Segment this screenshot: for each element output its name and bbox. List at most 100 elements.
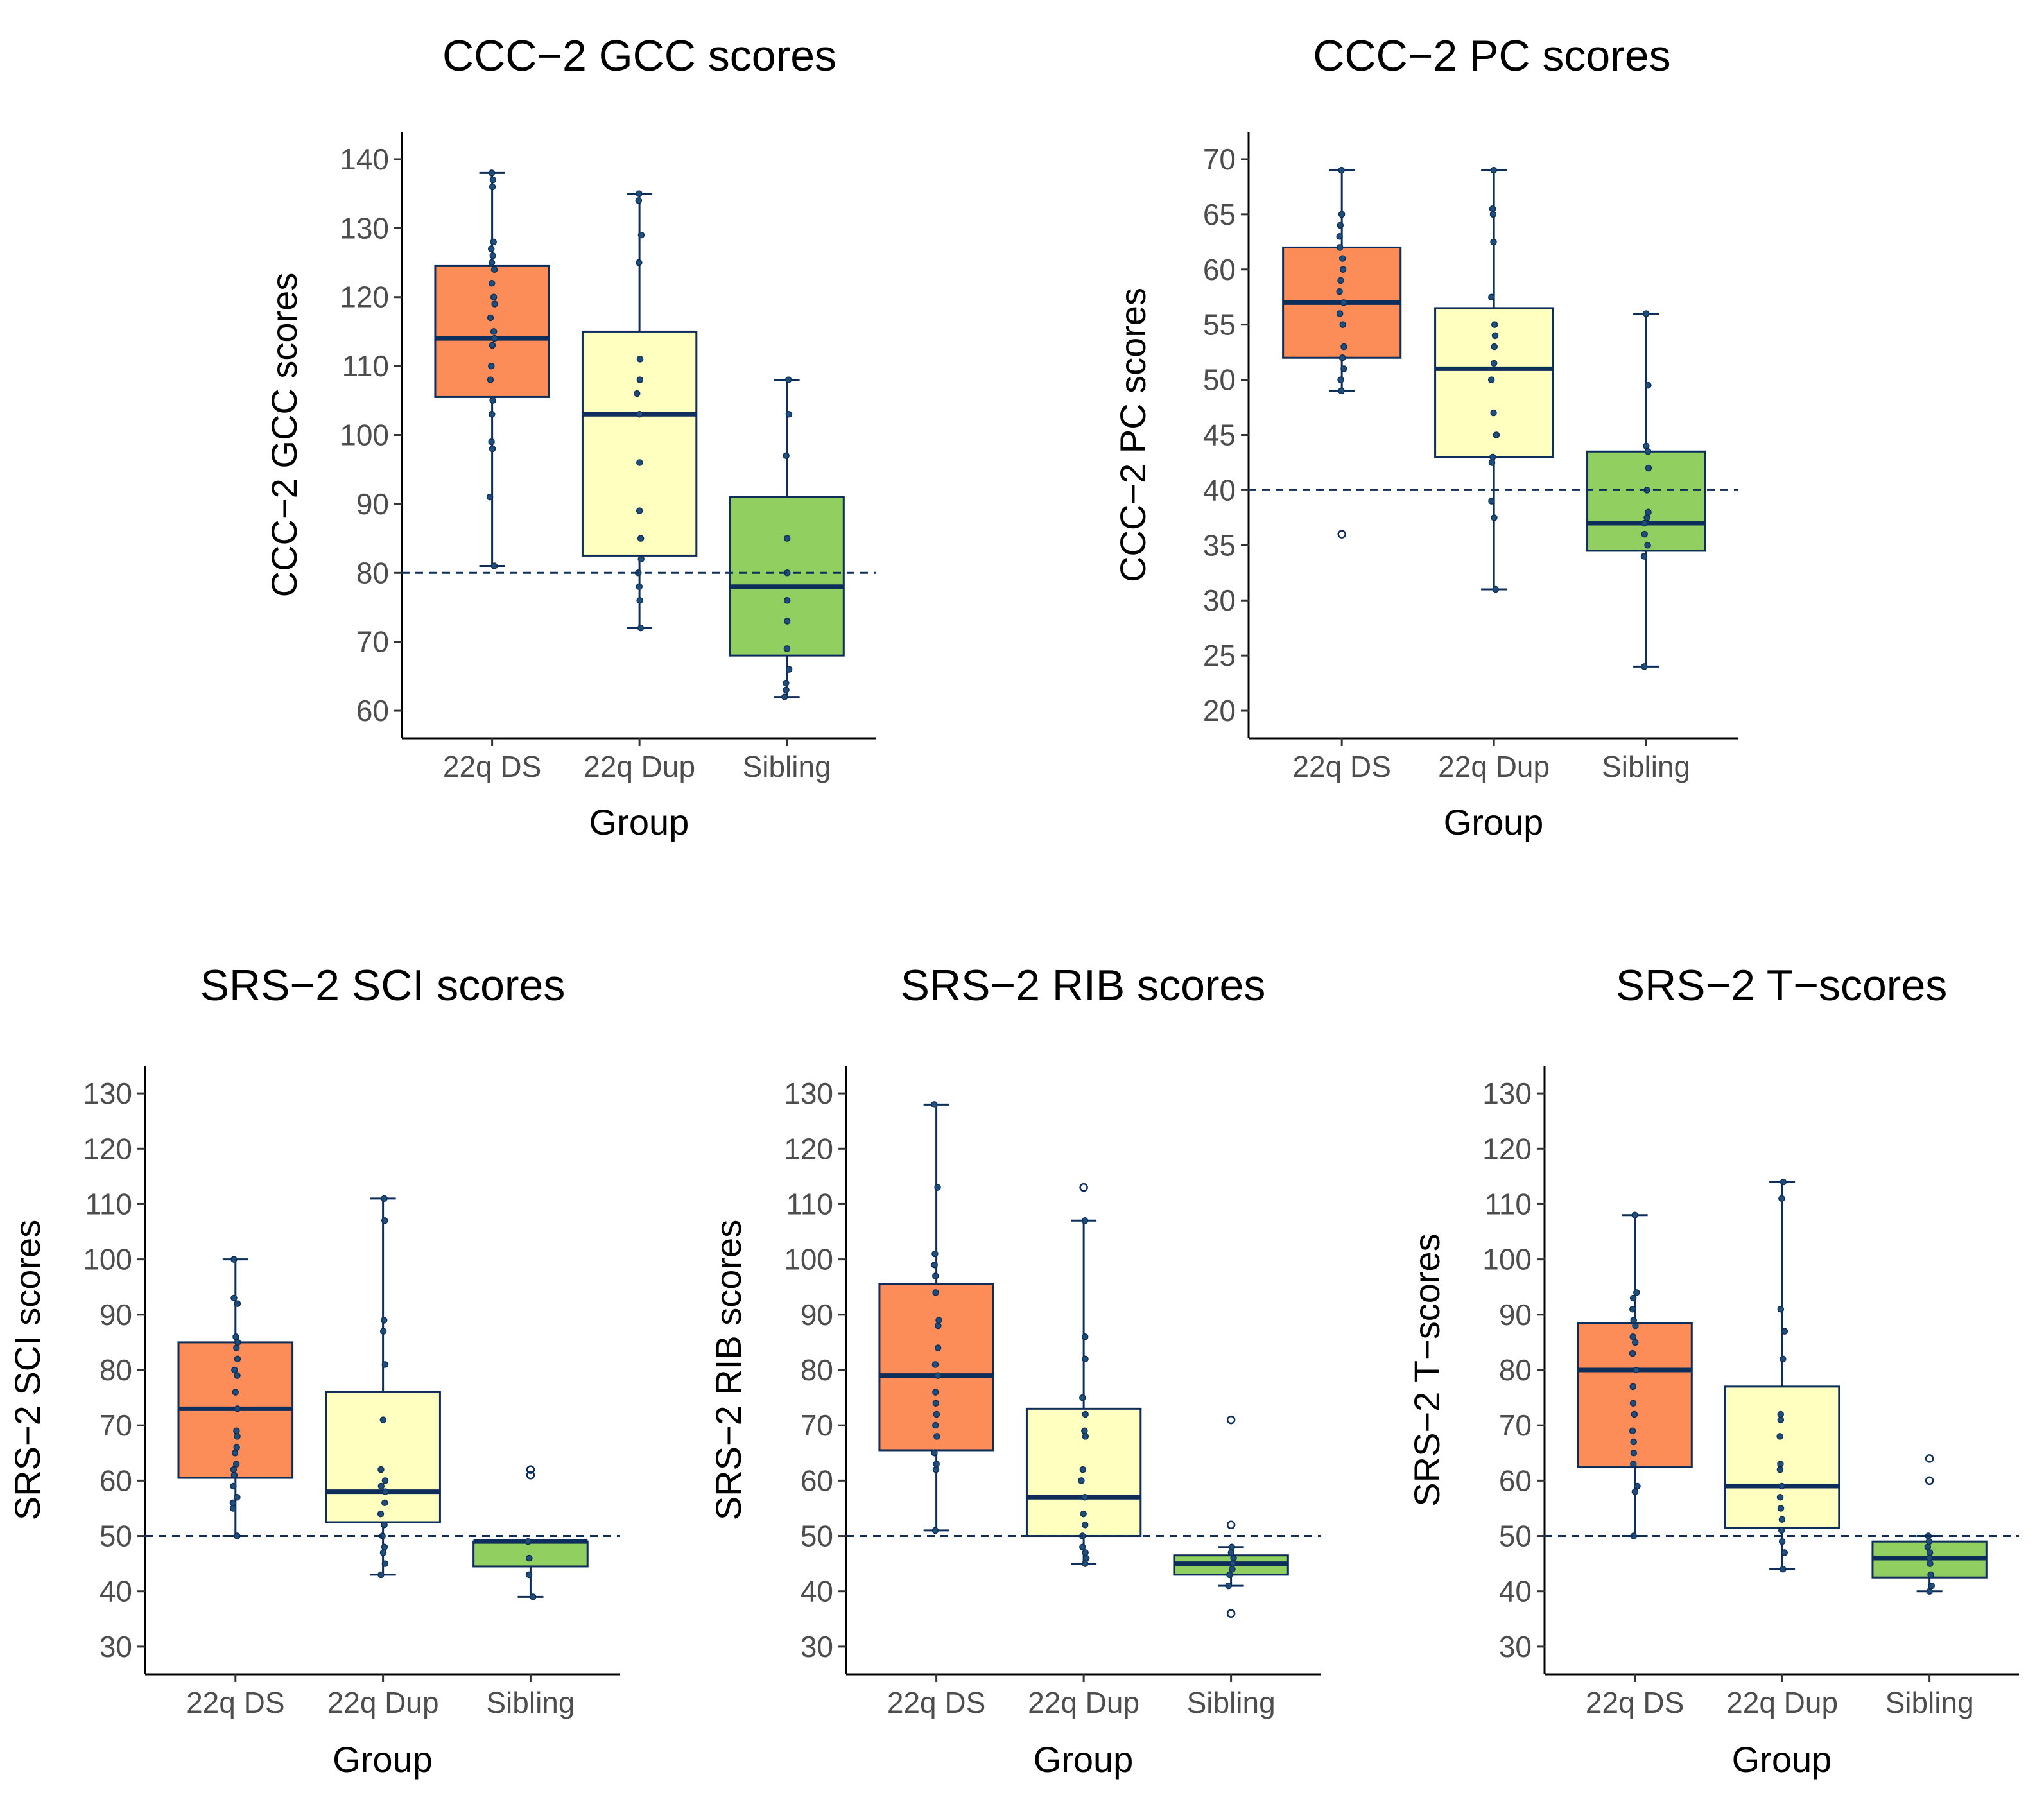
data-point bbox=[1338, 255, 1346, 262]
box-group bbox=[729, 376, 845, 700]
data-point bbox=[1227, 1549, 1235, 1556]
data-point bbox=[381, 1488, 389, 1495]
data-point bbox=[1781, 1549, 1788, 1556]
data-point bbox=[931, 1421, 939, 1429]
data-point bbox=[783, 452, 790, 459]
data-point bbox=[1338, 387, 1345, 395]
box-group bbox=[325, 1195, 441, 1579]
data-point bbox=[637, 555, 645, 563]
data-point bbox=[1631, 1410, 1638, 1418]
data-point bbox=[1079, 1543, 1086, 1551]
data-point bbox=[783, 645, 791, 652]
x-tick-label: Sibling bbox=[1885, 1686, 1974, 1719]
y-tick-label: 120 bbox=[784, 1132, 833, 1165]
data-point bbox=[1489, 453, 1496, 461]
data-point bbox=[1493, 431, 1500, 438]
data-point bbox=[1645, 381, 1652, 389]
data-point bbox=[1644, 448, 1652, 455]
y-tick-label: 100 bbox=[1482, 1243, 1532, 1276]
y-tick-label: 130 bbox=[1482, 1077, 1532, 1110]
data-point bbox=[636, 596, 643, 604]
data-point bbox=[1488, 498, 1495, 505]
data-point bbox=[1925, 1538, 1933, 1545]
data-point bbox=[1488, 293, 1495, 300]
x-tick-label: Sibling bbox=[1187, 1686, 1276, 1719]
data-point bbox=[783, 686, 790, 694]
data-point bbox=[1336, 288, 1343, 295]
data-point bbox=[234, 1339, 241, 1346]
data-point bbox=[1340, 343, 1347, 351]
x-tick-label: 22q Dup bbox=[1438, 750, 1550, 783]
data-point bbox=[1776, 1466, 1784, 1473]
data-point bbox=[491, 300, 498, 308]
x-tick-label: 22q DS bbox=[186, 1686, 284, 1719]
data-point bbox=[1640, 553, 1648, 560]
data-point bbox=[931, 1527, 939, 1534]
data-point bbox=[234, 1433, 241, 1440]
data-point bbox=[230, 1256, 238, 1263]
box-group bbox=[1434, 166, 1554, 593]
data-point bbox=[234, 1532, 241, 1539]
data-point bbox=[1336, 232, 1343, 240]
data-point bbox=[379, 1416, 387, 1423]
data-point bbox=[1928, 1582, 1936, 1590]
data-point bbox=[1337, 277, 1344, 284]
y-tick-label: 90 bbox=[1499, 1298, 1532, 1331]
data-point bbox=[488, 438, 495, 446]
data-point bbox=[490, 293, 498, 300]
data-point bbox=[933, 1410, 940, 1418]
data-point bbox=[233, 1444, 240, 1451]
data-point bbox=[488, 169, 496, 177]
data-point bbox=[1777, 1461, 1784, 1468]
data-point bbox=[1340, 299, 1347, 306]
x-tick-label: 22q DS bbox=[887, 1686, 985, 1719]
data-point bbox=[380, 1317, 388, 1324]
data-point bbox=[234, 1493, 241, 1501]
box-group bbox=[1577, 1211, 1693, 1539]
y-axis-label: SRS−2 RIB scores bbox=[708, 1220, 749, 1520]
y-tick-label: 40 bbox=[1499, 1575, 1532, 1608]
data-point bbox=[1491, 514, 1498, 521]
data-point bbox=[488, 411, 496, 418]
data-point bbox=[931, 1450, 938, 1457]
iqr-box bbox=[1724, 1385, 1840, 1529]
data-point bbox=[1082, 1433, 1089, 1440]
data-point bbox=[931, 1250, 939, 1258]
data-point bbox=[1491, 321, 1498, 328]
data-point bbox=[634, 390, 641, 397]
x-axis-label: Group bbox=[333, 1739, 433, 1780]
data-point bbox=[1082, 1410, 1089, 1418]
data-point bbox=[1629, 1305, 1636, 1313]
data-point bbox=[1924, 1543, 1932, 1551]
data-point bbox=[1340, 365, 1347, 372]
box-group bbox=[434, 169, 550, 569]
data-point bbox=[490, 562, 498, 569]
data-point bbox=[1777, 1410, 1785, 1418]
data-point bbox=[637, 624, 645, 632]
x-tick-label: Sibling bbox=[486, 1686, 575, 1719]
data-point bbox=[1081, 1493, 1089, 1501]
y-tick-label: 120 bbox=[83, 1132, 132, 1165]
y-tick-label: 50 bbox=[1499, 1520, 1532, 1553]
data-point bbox=[233, 1344, 240, 1351]
box-group bbox=[1586, 310, 1706, 670]
data-point bbox=[489, 252, 497, 259]
data-point bbox=[1082, 1554, 1090, 1562]
data-point bbox=[1225, 1582, 1232, 1590]
data-point bbox=[377, 1571, 385, 1579]
data-point bbox=[1078, 1477, 1085, 1484]
data-point bbox=[1781, 1328, 1788, 1335]
data-point bbox=[635, 197, 643, 204]
data-point bbox=[1337, 221, 1344, 229]
x-tick-label: 22q DS bbox=[1586, 1686, 1684, 1719]
data-point bbox=[1633, 1366, 1640, 1374]
y-tick-label: 35 bbox=[1203, 528, 1236, 562]
data-point bbox=[934, 1344, 942, 1351]
data-point bbox=[784, 376, 792, 383]
y-tick-label: 40 bbox=[801, 1575, 833, 1608]
data-point bbox=[234, 1405, 241, 1412]
data-point bbox=[1927, 1571, 1934, 1579]
data-point bbox=[1776, 1433, 1783, 1440]
data-point bbox=[1489, 211, 1497, 218]
